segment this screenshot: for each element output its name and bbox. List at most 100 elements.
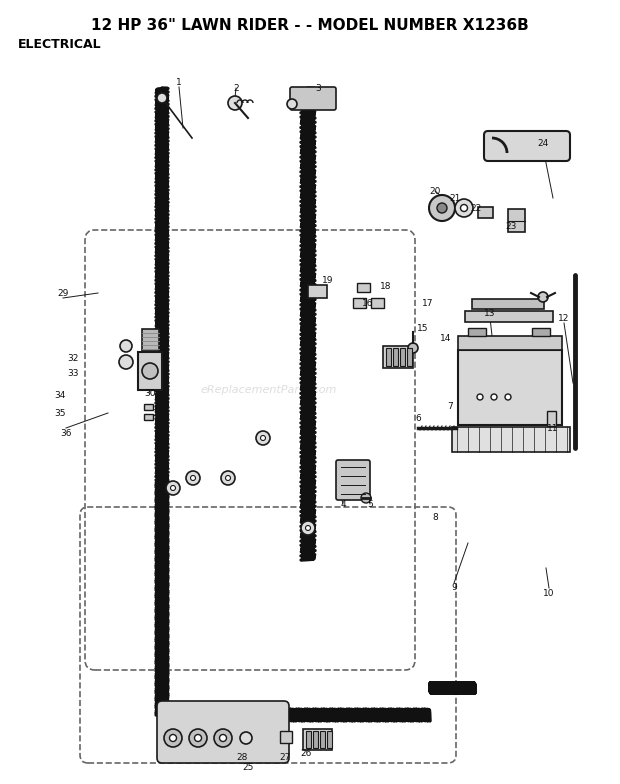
Circle shape: [455, 199, 473, 217]
Bar: [327, 731, 332, 748]
Text: 25: 25: [242, 764, 254, 772]
Text: 16: 16: [362, 299, 374, 307]
Bar: [386, 348, 391, 366]
Circle shape: [221, 471, 235, 485]
Bar: [508, 209, 525, 232]
Circle shape: [538, 292, 548, 302]
FancyBboxPatch shape: [157, 701, 289, 763]
Bar: [142, 329, 159, 351]
Text: 28: 28: [236, 753, 247, 763]
Text: 34: 34: [55, 390, 66, 400]
Text: 2: 2: [233, 84, 239, 93]
Circle shape: [214, 729, 232, 747]
Circle shape: [164, 729, 182, 747]
Circle shape: [301, 521, 315, 535]
Text: 7: 7: [447, 401, 453, 411]
Bar: [353, 298, 366, 308]
Circle shape: [429, 195, 455, 221]
Bar: [144, 414, 153, 420]
Circle shape: [491, 394, 497, 400]
Circle shape: [408, 343, 418, 353]
Text: 13: 13: [484, 308, 496, 318]
Circle shape: [190, 476, 195, 481]
Text: 26: 26: [300, 749, 312, 757]
Circle shape: [219, 735, 226, 742]
Bar: [371, 298, 384, 308]
Bar: [478, 207, 493, 218]
Text: 23: 23: [505, 222, 516, 230]
Bar: [468, 328, 486, 336]
Circle shape: [120, 340, 132, 352]
Bar: [458, 350, 562, 425]
Text: 9: 9: [451, 583, 457, 593]
Text: 33: 33: [67, 368, 79, 378]
FancyBboxPatch shape: [484, 131, 570, 161]
Text: eReplacementParts.com: eReplacementParts.com: [200, 385, 337, 395]
Circle shape: [119, 355, 133, 369]
Text: 1: 1: [176, 78, 182, 86]
Text: 10: 10: [543, 589, 555, 597]
Text: 20: 20: [429, 187, 441, 195]
Circle shape: [361, 493, 371, 503]
Text: 4: 4: [340, 499, 346, 509]
Circle shape: [260, 435, 265, 441]
Bar: [472, 299, 544, 309]
Bar: [452, 427, 570, 452]
Bar: [144, 404, 153, 410]
Text: 21: 21: [450, 194, 461, 202]
Circle shape: [170, 485, 175, 491]
Circle shape: [306, 525, 311, 531]
Bar: [393, 348, 398, 366]
Bar: [308, 285, 327, 298]
Circle shape: [195, 735, 202, 742]
Circle shape: [240, 732, 252, 744]
Text: 18: 18: [380, 281, 392, 291]
Circle shape: [169, 735, 177, 742]
Bar: [280, 731, 292, 743]
Bar: [465, 311, 553, 322]
Bar: [383, 346, 413, 368]
Circle shape: [228, 96, 242, 110]
Bar: [458, 336, 562, 350]
Bar: [313, 731, 318, 748]
Text: 8: 8: [432, 514, 438, 522]
Text: 17: 17: [422, 299, 434, 307]
Circle shape: [505, 394, 511, 400]
Text: 29: 29: [57, 289, 69, 297]
Text: 27: 27: [280, 753, 291, 763]
FancyBboxPatch shape: [290, 87, 336, 110]
Text: 15: 15: [417, 324, 429, 332]
Text: 30: 30: [144, 389, 156, 397]
Bar: [303, 729, 332, 750]
Bar: [320, 731, 325, 748]
Circle shape: [287, 99, 297, 109]
Bar: [357, 283, 370, 292]
Circle shape: [477, 394, 483, 400]
Text: ELECTRICAL: ELECTRICAL: [18, 38, 102, 51]
Bar: [532, 328, 550, 336]
Circle shape: [186, 471, 200, 485]
Bar: [306, 731, 311, 748]
Text: 12: 12: [559, 314, 570, 322]
Circle shape: [157, 93, 167, 103]
Text: 5: 5: [367, 499, 373, 509]
Text: 36: 36: [60, 429, 72, 437]
Text: 24: 24: [538, 139, 549, 147]
Text: 6: 6: [415, 413, 421, 423]
Text: 3: 3: [315, 84, 321, 93]
Bar: [547, 411, 556, 426]
Text: 22: 22: [471, 204, 482, 212]
Text: 12 HP 36" LAWN RIDER - - MODEL NUMBER X1236B: 12 HP 36" LAWN RIDER - - MODEL NUMBER X1…: [91, 18, 529, 33]
Circle shape: [142, 363, 158, 379]
Text: 31: 31: [153, 408, 164, 418]
Circle shape: [189, 729, 207, 747]
Text: 11: 11: [547, 423, 559, 433]
Circle shape: [461, 205, 467, 212]
Text: 14: 14: [440, 333, 452, 343]
Circle shape: [226, 476, 231, 481]
Bar: [407, 348, 412, 366]
Circle shape: [437, 203, 447, 213]
Text: 32: 32: [68, 354, 79, 362]
Circle shape: [166, 481, 180, 495]
Text: 19: 19: [322, 275, 334, 285]
